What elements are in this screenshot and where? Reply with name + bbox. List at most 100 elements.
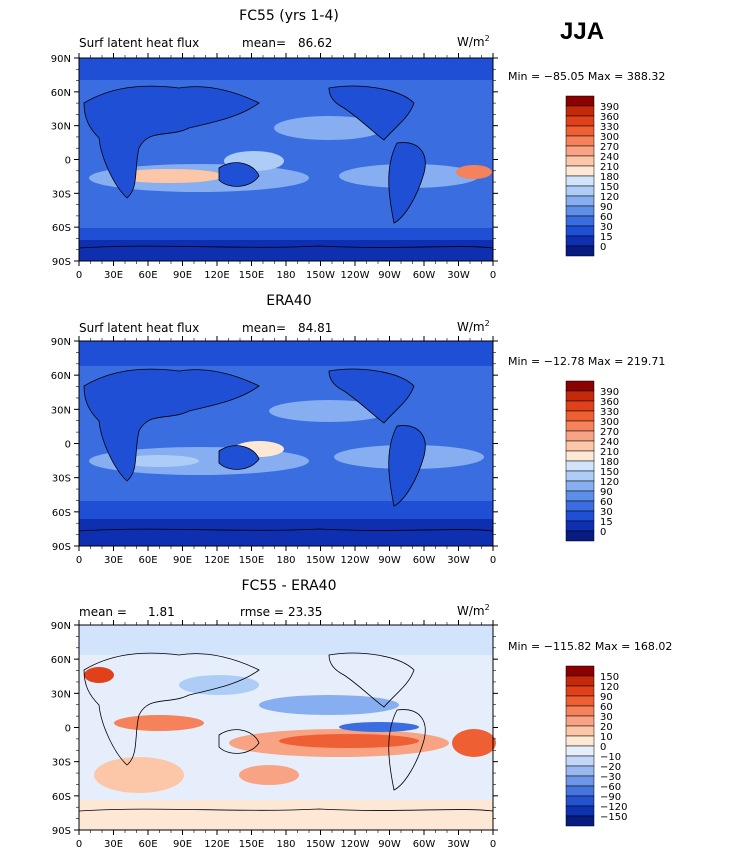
colorbar-label: 90 (600, 202, 613, 213)
panel-1-map: 90N 60N 30N 0 30S 60S 90S 0 30E 60E 90E 120E 150E 180… (51, 53, 498, 281)
lon-tick-label: 0 (76, 555, 82, 566)
colorbar-label: 90 (600, 692, 613, 703)
lat-tick-label: 60N (51, 371, 71, 382)
lon-tick-label: 30W (447, 555, 470, 566)
colorbar-label: 0 (600, 242, 606, 253)
colorbar-swatch (565, 440, 595, 452)
colorbar-swatch (565, 695, 595, 707)
colorbar-swatch (565, 430, 595, 442)
colorbar-swatch (565, 450, 595, 462)
lat-tick-label: 0 (65, 724, 71, 735)
lon-tick-label: 0 (490, 270, 496, 281)
colorbar-swatch (565, 795, 595, 807)
panel-1-title: FC55 (yrs 1-4) (239, 8, 339, 24)
colorbar-label: 0 (600, 742, 606, 753)
lat-tick-label: 60N (51, 655, 71, 666)
lon-tick-label: 180 (276, 270, 295, 281)
colorbar-label: −120 (600, 802, 627, 813)
colorbar-swatch (565, 725, 595, 737)
colorbar-label: 210 (600, 162, 619, 173)
lat-tick-label: 90S (52, 542, 71, 553)
lat-tick-label: 30N (51, 405, 71, 416)
colorbar-swatch (565, 510, 595, 522)
lon-tick-label: 150W (306, 270, 335, 281)
colorbar-label: 120 (600, 192, 619, 203)
lon-tick-label: 90W (378, 555, 401, 566)
colorbar-label: 0 (600, 527, 606, 538)
colorbar-label: 20 (600, 722, 613, 733)
colorbar-label: 30 (600, 712, 613, 723)
lon-tick-label: 30E (104, 839, 123, 850)
lat-tick-label: 60S (52, 792, 71, 803)
colorbar-swatch (565, 115, 595, 127)
panel-2-mean-value: 84.81 (298, 321, 333, 335)
panel-2-units: W/m2 (457, 319, 490, 334)
colorbar-swatch (565, 785, 595, 797)
lon-tick-label: 120W (341, 270, 370, 281)
colorbar-swatch (565, 95, 595, 107)
panel-3-rmse-value: 23.35 (288, 605, 323, 619)
panel-2-map: 90N 60N 30N 0 30S 60S 90S 0 30E 60E 90E 120E 150E 180… (51, 336, 498, 566)
colorbar-label: 150 (600, 672, 619, 683)
lon-tick-label: 90E (173, 555, 192, 566)
lon-tick-label: 150E (239, 555, 264, 566)
lon-tick-label: 120E (204, 555, 229, 566)
panel-2-mean-label: mean= (242, 321, 287, 335)
colorbar-swatch (565, 745, 595, 757)
panel-3-title: FC55 - ERA40 (241, 578, 337, 594)
colorbar-swatch (565, 705, 595, 717)
colorbar-label: 30 (600, 507, 613, 518)
colorbar-swatch (565, 390, 595, 402)
lon-tick-label: 90W (378, 270, 401, 281)
colorbar-label: 120 (600, 477, 619, 488)
colorbar-label: 120 (600, 682, 619, 693)
colorbar-swatch (565, 400, 595, 412)
panel-3-mean-value: 1.81 (148, 605, 175, 619)
lon-tick-label: 150E (239, 270, 264, 281)
lon-tick-label: 180 (276, 839, 295, 850)
lat-tick-label: 0 (65, 440, 71, 451)
lon-tick-label: 90E (173, 839, 192, 850)
colorbar-swatch (565, 480, 595, 492)
lon-tick-label: 150E (239, 839, 264, 850)
colorbar-label: 240 (600, 437, 619, 448)
colorbar-label: 60 (600, 497, 613, 508)
colorbar-swatch (565, 500, 595, 512)
colorbar-swatch (565, 735, 595, 747)
lat-tick-label: 30N (51, 122, 71, 133)
lon-tick-label: 0 (76, 270, 82, 281)
lat-tick-label: 90S (52, 257, 71, 268)
panel-1-axes: 90N 60N 30N 0 30S 60S 90S 0 30E 60E 90E 120E 150E 180… (51, 53, 498, 281)
colorbar-label: −90 (600, 792, 621, 803)
lon-tick-label: 90W (378, 839, 401, 850)
colorbar-label: 10 (600, 732, 613, 743)
colorbar-label: −150 (600, 812, 627, 823)
colorbar-swatch (565, 755, 595, 767)
colorbar-swatch (565, 125, 595, 137)
colorbar-swatch (565, 805, 595, 817)
colorbar-swatch (565, 235, 595, 247)
colorbar-swatch (565, 105, 595, 117)
colorbar-label: 180 (600, 172, 619, 183)
colorbar-label: 30 (600, 222, 613, 233)
lon-tick-label: 0 (76, 839, 82, 850)
colorbar-swatch (565, 775, 595, 787)
colorbar-swatch (565, 765, 595, 777)
lat-tick-label: 30S (52, 189, 71, 200)
lon-tick-label: 30E (104, 555, 123, 566)
colorbar-label: 360 (600, 397, 619, 408)
panel-3-map: 90N 60N 30N 0 30S 60S 90S 0 30E 60E 90E 120E 150E 180… (51, 620, 498, 850)
colorbar-swatch (565, 520, 595, 532)
colorbar-label: 270 (600, 142, 619, 153)
panel-1-units: W/m2 (457, 34, 490, 49)
colorbar-swatch (565, 215, 595, 227)
colorbar-swatch (565, 145, 595, 157)
colorbar-swatch (565, 410, 595, 422)
lon-tick-label: 150W (306, 839, 335, 850)
panel-3-mean-label: mean = (79, 605, 127, 619)
colorbar-label: 210 (600, 447, 619, 458)
colorbar-swatch (565, 715, 595, 727)
lon-tick-label: 150W (306, 555, 335, 566)
panel-3-minmax: Min = −115.82 Max = 168.02 (508, 640, 673, 653)
